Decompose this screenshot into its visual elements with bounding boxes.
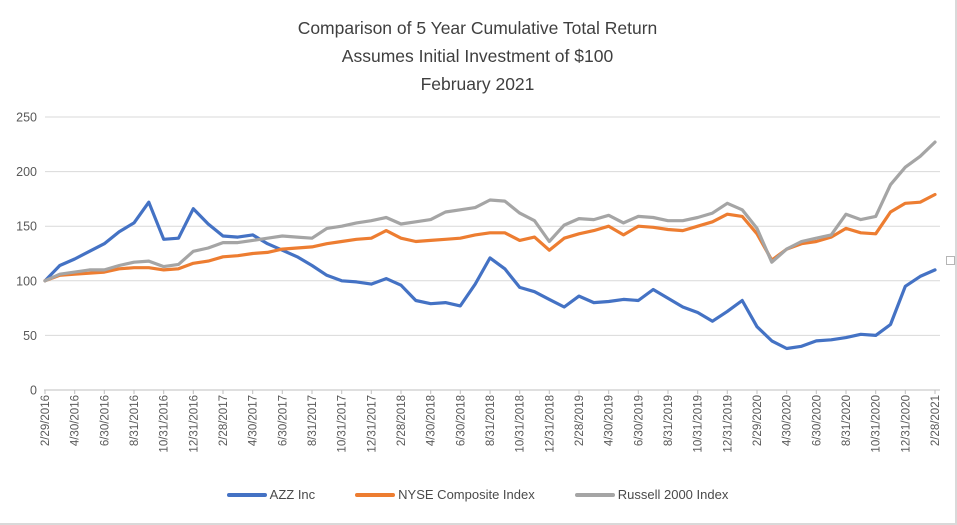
x-axis-tick-label: 4/30/2018 bbox=[426, 395, 438, 446]
x-axis-tick-label: 4/30/2020 bbox=[782, 395, 794, 446]
x-axis-tick-label: 8/31/2020 bbox=[841, 395, 853, 446]
y-axis-tick-label: 200 bbox=[16, 165, 37, 179]
chart-legend: AZZ Inc NYSE Composite Index Russell 200… bbox=[0, 487, 955, 502]
y-axis-tick-label: 150 bbox=[16, 220, 37, 234]
chart-title-line-1: Comparison of 5 Year Cumulative Total Re… bbox=[297, 18, 658, 38]
x-axis-tick-label: 2/28/2019 bbox=[574, 395, 586, 446]
legend-line-swatch-russell bbox=[574, 492, 615, 497]
y-axis-tick-label: 50 bbox=[23, 329, 37, 343]
chart-resize-handle[interactable] bbox=[946, 256, 955, 265]
legend-item-russell-2000[interactable]: Russell 2000 Index bbox=[574, 487, 729, 502]
legend-line-swatch-nyse bbox=[355, 492, 396, 497]
x-axis-tick-label: 2/28/2021 bbox=[930, 395, 942, 446]
x-axis-tick-label: 10/31/2020 bbox=[871, 395, 883, 453]
x-axis-tick-label: 2/28/2017 bbox=[218, 395, 230, 446]
x-axis-tick-label: 12/31/2020 bbox=[900, 395, 912, 453]
x-axis-tick-label: 4/30/2016 bbox=[70, 395, 82, 446]
y-axis-tick-label: 0 bbox=[30, 384, 37, 398]
x-axis-tick-label: 10/31/2016 bbox=[159, 395, 171, 453]
x-axis-tick-label: 6/30/2019 bbox=[633, 395, 645, 446]
legend-label: Russell 2000 Index bbox=[617, 487, 729, 502]
y-axis-tick-label: 250 bbox=[16, 111, 37, 125]
x-axis-tick-label: 6/30/2017 bbox=[277, 395, 289, 446]
legend-label: NYSE Composite Index bbox=[398, 487, 535, 502]
x-axis-tick-label: 2/29/2016 bbox=[40, 395, 52, 446]
x-axis-tick-label: 12/31/2018 bbox=[544, 395, 556, 453]
x-axis-tick-label: 8/31/2017 bbox=[307, 395, 319, 446]
x-axis-tick-label: 4/30/2017 bbox=[248, 395, 260, 446]
legend-item-azz-inc[interactable]: AZZ Inc bbox=[226, 487, 316, 502]
y-axis-tick-label: 100 bbox=[16, 274, 37, 288]
x-axis-tick-label: 12/31/2016 bbox=[188, 395, 200, 453]
x-axis-tick-label: 10/31/2017 bbox=[337, 395, 349, 453]
chart-title: Comparison of 5 Year Cumulative Total Re… bbox=[0, 14, 955, 98]
chart-title-line-2: Assumes Initial Investment of $100 bbox=[341, 46, 614, 66]
x-axis-tick-label: 8/31/2016 bbox=[129, 395, 141, 446]
legend-label: AZZ Inc bbox=[269, 487, 316, 502]
x-axis-tick-label: 10/31/2018 bbox=[515, 395, 527, 453]
series-line-azz-inc bbox=[43, 200, 937, 351]
x-axis-tick-label: 6/30/2020 bbox=[811, 395, 823, 446]
legend-item-nyse-composite[interactable]: NYSE Composite Index bbox=[355, 487, 535, 502]
legend-line-swatch-azz bbox=[226, 492, 267, 497]
x-axis-tick-label: 4/30/2019 bbox=[604, 395, 616, 446]
x-axis-tick-label: 2/28/2018 bbox=[396, 395, 408, 446]
x-axis-tick-label: 12/31/2017 bbox=[366, 395, 378, 453]
x-axis-tick-label: 6/30/2016 bbox=[99, 395, 111, 446]
x-axis-tick-label: 8/31/2019 bbox=[663, 395, 675, 446]
chart-title-line-3: February 2021 bbox=[420, 74, 535, 94]
x-axis-tick-label: 12/31/2019 bbox=[722, 395, 734, 453]
x-axis-tick-label: 8/31/2018 bbox=[485, 395, 497, 446]
x-axis-tick-label: 10/31/2019 bbox=[693, 395, 705, 453]
x-axis-tick-label: 6/30/2018 bbox=[455, 395, 467, 446]
series-line-russell-2000-index bbox=[43, 140, 937, 283]
x-axis-tick-label: 2/29/2020 bbox=[752, 395, 764, 446]
